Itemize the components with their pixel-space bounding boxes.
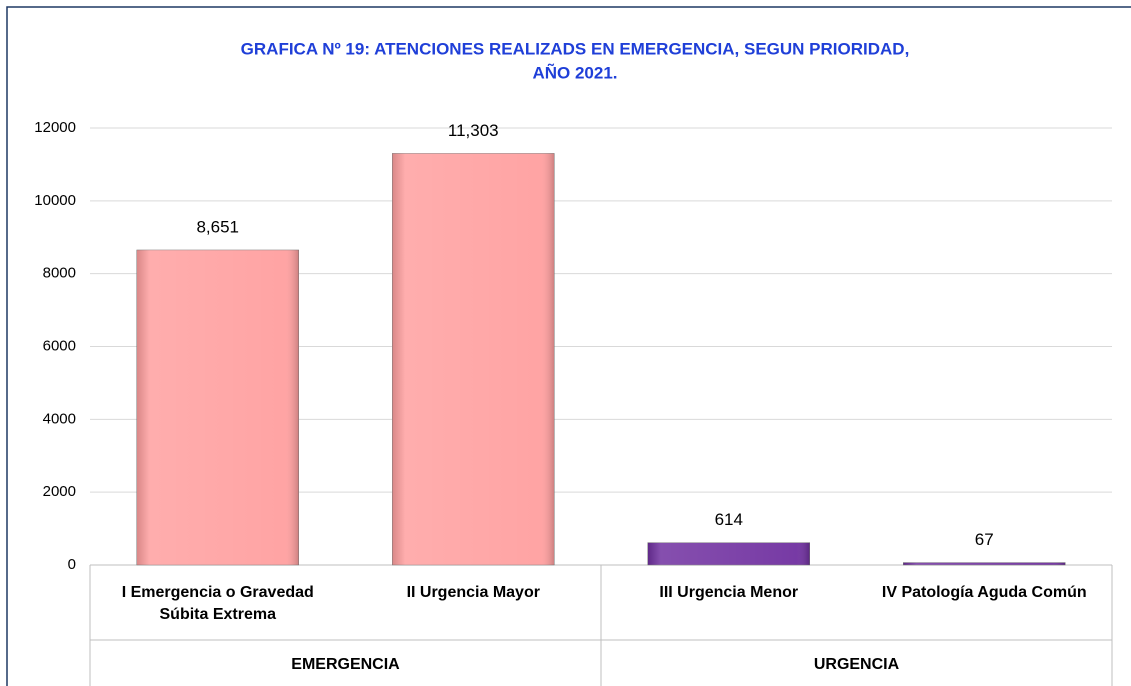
y-tick-label: 10000 (34, 192, 76, 209)
bar (647, 542, 810, 566)
y-tick-label: 6000 (43, 337, 76, 354)
chart-title: AÑO 2021. (532, 62, 617, 82)
chart-title: GRAFICA Nº 19: ATENCIONES REALIZADS EN E… (241, 39, 910, 58)
data-label: 67 (975, 530, 994, 549)
x-tick-label: IV Patología Aguda Común (881, 584, 1087, 601)
y-tick-label: 8000 (43, 265, 76, 282)
bar (392, 153, 555, 566)
y-tick-label: 12000 (34, 119, 76, 136)
x-tick-label: III Urgencia Menor (659, 584, 799, 601)
data-label: 11,303 (448, 121, 499, 140)
group-label: EMERGENCIA (291, 656, 400, 673)
bar (903, 562, 1066, 566)
y-tick-label: 4000 (43, 410, 76, 427)
data-label: 614 (715, 510, 743, 529)
data-label: 8,651 (196, 217, 239, 236)
y-tick-label: 2000 (43, 483, 76, 500)
group-label: URGENCIA (814, 656, 900, 673)
frame-border (6, 6, 1131, 686)
bar (136, 249, 299, 566)
x-tick-label: I Emergencia o Gravedad Súbita Extrema (121, 584, 314, 623)
y-tick-label: 0 (68, 556, 76, 573)
x-tick-label: II Urgencia Mayor (406, 584, 540, 601)
